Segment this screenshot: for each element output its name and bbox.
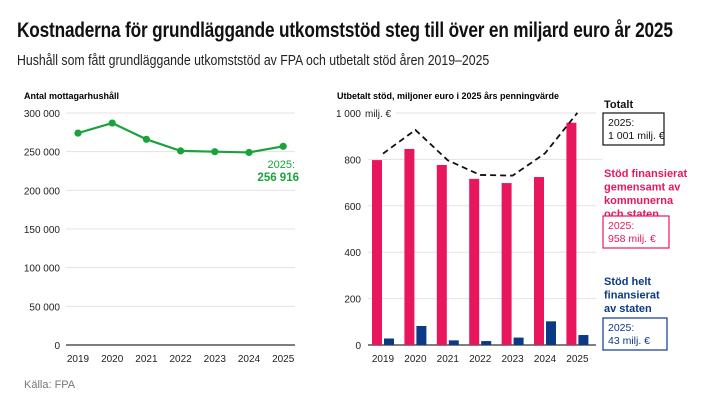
legend-total-annotation: 2025:: [608, 117, 634, 129]
legend-state-funded: Stöd helt: [604, 276, 651, 288]
legend-state-funded-box: [602, 317, 668, 351]
bar-joint-funded: [534, 177, 544, 345]
page-title: Kostnaderna för grundläggande utkomststö…: [17, 19, 673, 42]
y-tick-label: 250 000: [24, 148, 61, 159]
legend-joint-funded: kommunerna: [604, 195, 674, 207]
bar-state-funded: [481, 341, 492, 345]
x-tick-label: 2019: [372, 354, 395, 365]
legend-joint-funded-annotation: 2025:: [608, 220, 634, 232]
x-tick-label: 2020: [404, 354, 427, 365]
data-point: [177, 147, 185, 155]
data-point: [211, 148, 219, 156]
bar-state-funded: [578, 335, 589, 345]
y-tick-label: 150 000: [24, 225, 61, 236]
bar-joint-funded: [469, 178, 480, 345]
x-tick-label: 2023: [204, 354, 227, 365]
x-tick-label: 2021: [135, 354, 158, 365]
y-tick-label: 400: [344, 248, 361, 259]
x-tick-label: 2020: [101, 354, 124, 365]
data-point: [142, 135, 150, 143]
legend-total: Totalt: [604, 99, 633, 111]
x-tick-label: 2025: [272, 354, 295, 365]
x-tick-label: 2019: [67, 354, 90, 365]
legend-joint-funded: gemensamt av: [604, 182, 681, 194]
legend-state-funded-annotation: 43 milj. €: [608, 335, 650, 347]
legend-total-annotation: 1 001 milj. €: [608, 130, 665, 142]
source-note: Källa: FPA: [24, 379, 76, 391]
y-unit-label: milj. €: [365, 109, 392, 120]
x-tick-label: 2025: [566, 354, 589, 365]
bar-state-funded: [448, 340, 459, 345]
x-tick-label: 2024: [534, 354, 557, 365]
data-point: [108, 119, 116, 127]
x-tick-label: 2023: [501, 354, 524, 365]
bar-joint-funded: [404, 148, 415, 345]
total-line: [382, 112, 579, 177]
x-tick-label: 2024: [238, 354, 261, 365]
data-point: [74, 129, 82, 137]
y-tick-label: 50 000: [29, 302, 60, 313]
right-chart-title: Utbetalt stöd, miljoner euro i 2025 års …: [337, 91, 559, 101]
annotation-label: 2025:: [267, 159, 295, 171]
y-tick-label: 1 000: [336, 109, 361, 120]
page-subtitle: Hushåll som fått grundläggande utkomstst…: [17, 52, 490, 69]
legend-state-funded: av staten: [604, 303, 652, 315]
bar-state-funded: [416, 325, 427, 345]
bar-state-funded: [384, 338, 394, 345]
legend-joint-funded-box: [602, 215, 670, 249]
legend-joint-funded: Stöd finansierat: [604, 168, 687, 180]
bar-state-funded: [513, 337, 524, 345]
left-chart-title: Antal mottagarhushåll: [24, 91, 119, 101]
legend-joint-funded-annotation: 958 milj. €: [608, 233, 656, 245]
y-tick-label: 200: [344, 295, 361, 306]
y-tick-label: 200 000: [24, 186, 61, 197]
bar-joint-funded: [436, 164, 447, 345]
legend-state-funded-annotation: 2025:: [608, 322, 634, 334]
bar-joint-funded: [372, 160, 382, 345]
legend-state-funded: finansierat: [604, 290, 660, 302]
data-point: [279, 142, 287, 150]
x-tick-label: 2022: [469, 354, 492, 365]
bar-state-funded: [546, 321, 556, 345]
legend-total-box: [602, 112, 665, 146]
bar-joint-funded: [566, 122, 577, 345]
annotation-value: 256 916: [257, 172, 299, 184]
x-tick-label: 2022: [169, 354, 192, 365]
y-tick-label: 800: [344, 155, 361, 166]
y-tick-label: 100 000: [24, 264, 61, 275]
y-tick-label: 0: [54, 341, 60, 352]
bar-joint-funded: [501, 183, 512, 345]
y-tick-label: 300 000: [24, 109, 61, 120]
x-tick-label: 2021: [437, 354, 460, 365]
y-tick-label: 0: [355, 341, 361, 352]
data-point: [245, 148, 253, 157]
y-tick-label: 600: [344, 202, 361, 213]
